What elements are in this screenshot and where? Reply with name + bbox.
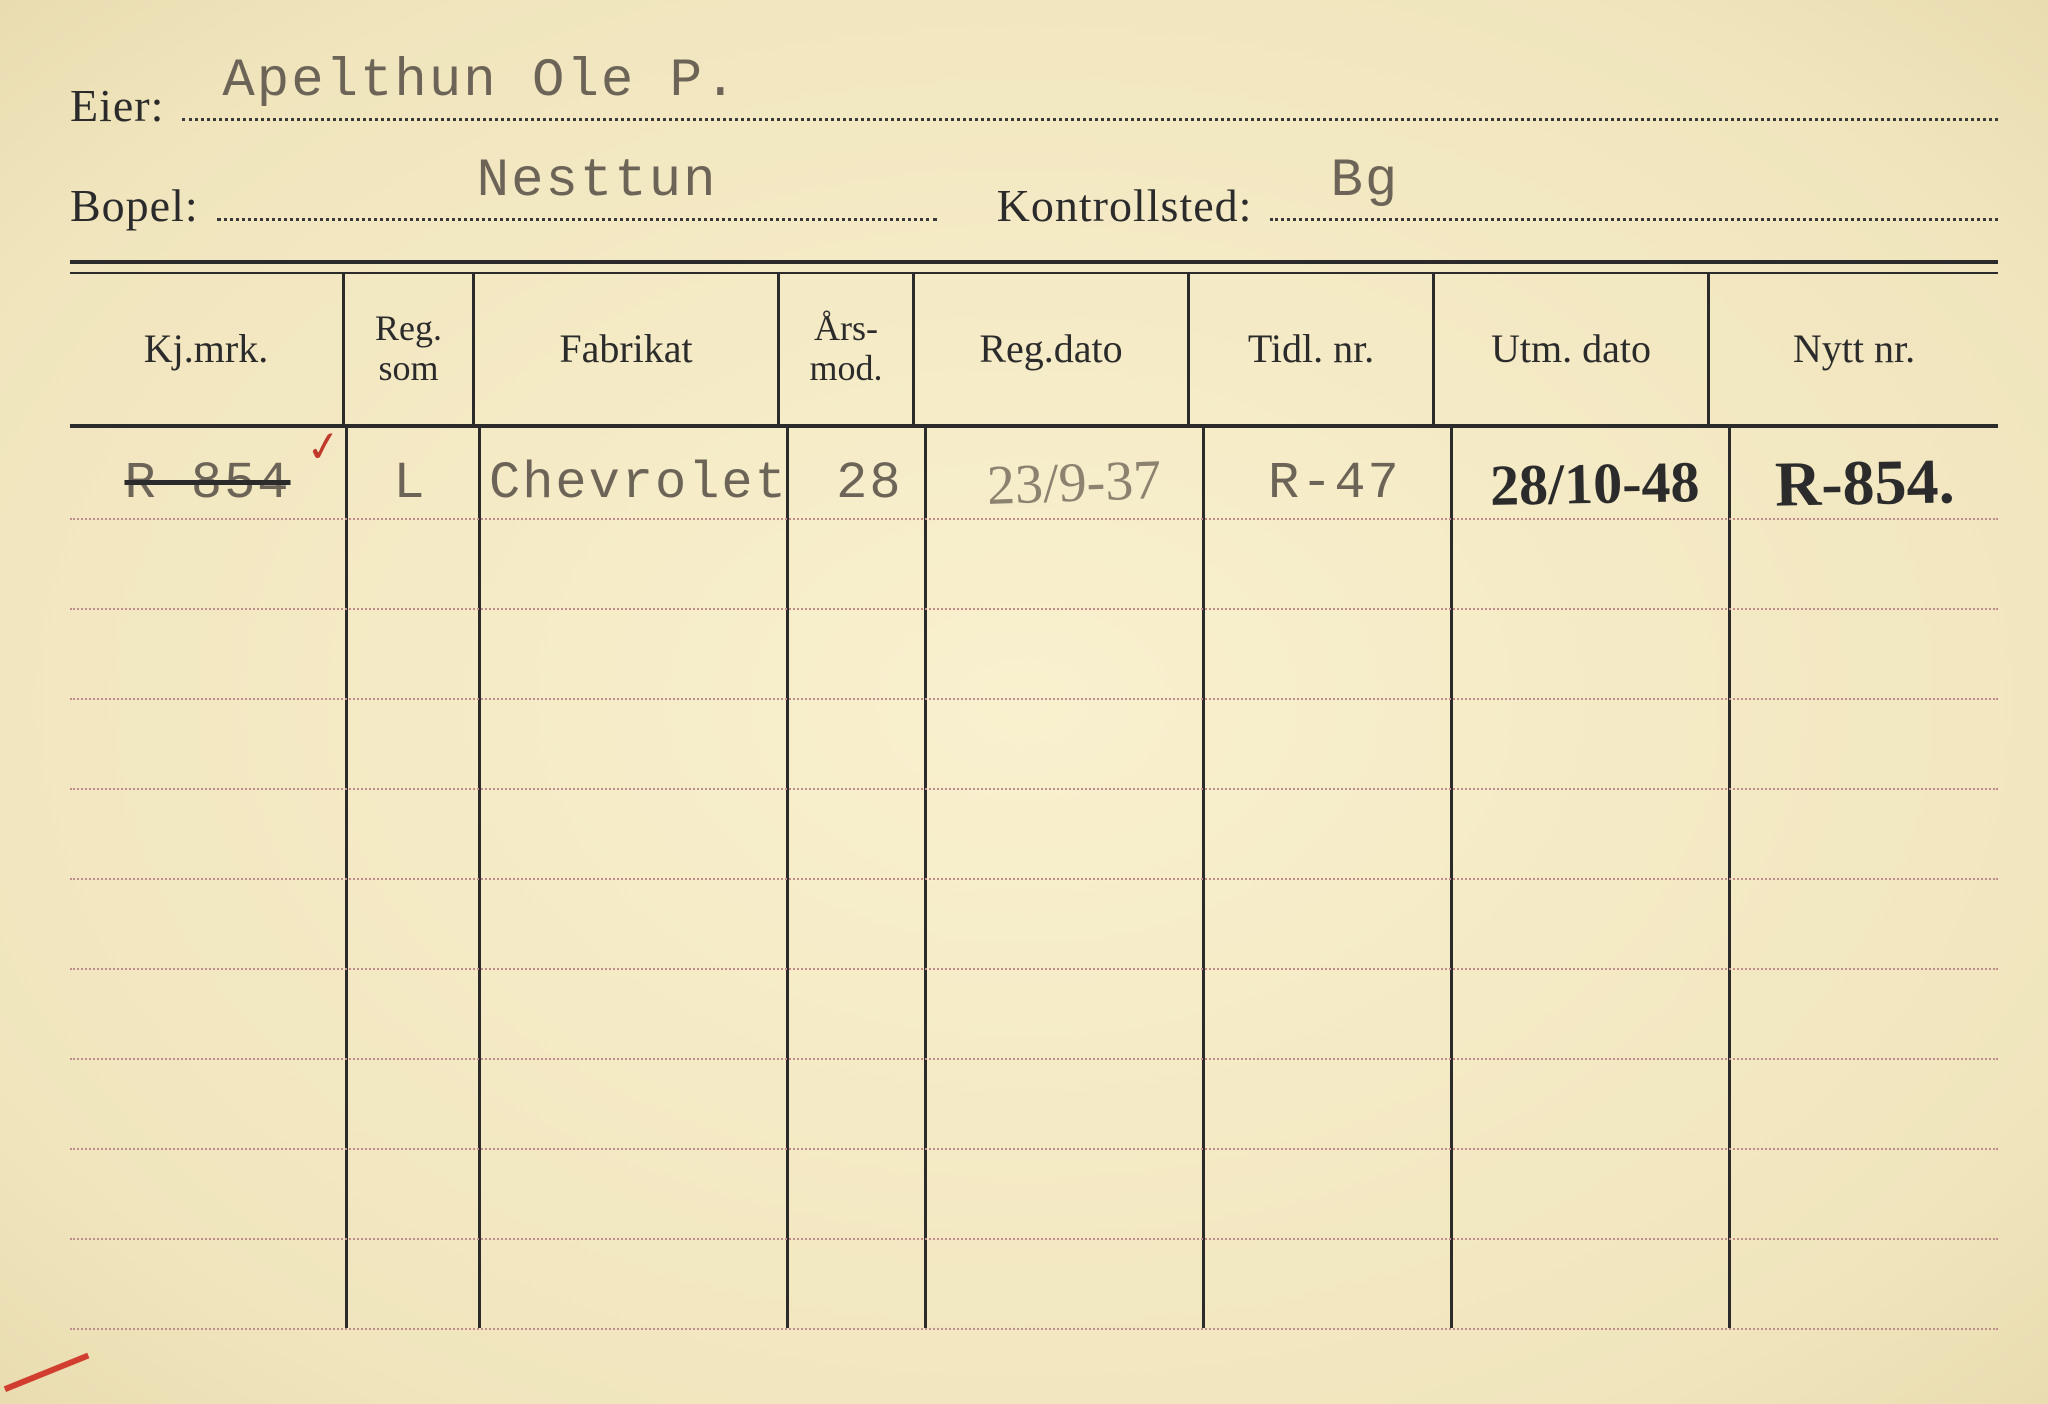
- owner-value: Apelthun Ole P.: [222, 51, 738, 112]
- cell-utmdato: 28/10-48: [1457, 428, 1732, 538]
- cell-nyttnr: R-854.: [1732, 428, 1998, 538]
- table-dotted-lines: [70, 428, 1998, 1328]
- table-header-row: Kj.mrk. Reg. som Fabrikat Års- mod. Reg.…: [70, 274, 1998, 428]
- address-field: Nesttun: [217, 160, 937, 221]
- red-check-mark: ✓: [302, 420, 344, 474]
- control-field: Bg: [1270, 160, 1998, 221]
- registration-card: Eier: Apelthun Ole P. Bopel: Nesttun Kon…: [0, 0, 2048, 1404]
- cell-fabrikat: Chevrolet: [475, 428, 802, 538]
- col-regdato: Reg.dato: [915, 274, 1190, 424]
- cell-regdato: 23/9-37: [937, 428, 1212, 538]
- address-row: Bopel: Nesttun Kontrollsted: Bg: [70, 160, 1998, 232]
- cell-regsom: L: [345, 428, 475, 538]
- col-tidlnr: Tidl. nr.: [1190, 274, 1435, 424]
- cell-kjmrk: R-854 ✓: [70, 428, 345, 538]
- cell-utmdato-value: 28/10-48: [1489, 448, 1700, 519]
- corner-red-mark: [4, 1353, 90, 1392]
- table-body: R-854 ✓ L Chevrolet 28 23/9-37 R-47: [70, 428, 1998, 1328]
- cell-fabrikat-value: Chevrolet: [489, 454, 788, 513]
- owner-row: Eier: Apelthun Ole P.: [70, 60, 1998, 132]
- cell-kjmrk-value: R-854: [124, 454, 290, 513]
- owner-label: Eier:: [70, 79, 164, 132]
- cell-arsmod: 28: [802, 428, 937, 538]
- owner-field: Apelthun Ole P.: [182, 60, 1998, 121]
- col-fabrikat: Fabrikat: [475, 274, 780, 424]
- control-label: Kontrollsted:: [997, 179, 1253, 232]
- table-row: R-854 ✓ L Chevrolet 28 23/9-37 R-47: [70, 428, 1998, 538]
- col-kjmrk: Kj.mrk.: [70, 274, 345, 424]
- vehicle-table: Kj.mrk. Reg. som Fabrikat Års- mod. Reg.…: [70, 260, 1998, 1340]
- cell-regdato-value: 23/9-37: [986, 448, 1162, 518]
- cell-tidlnr: R-47: [1212, 428, 1457, 538]
- col-regsom: Reg. som: [345, 274, 475, 424]
- address-value: Nesttun: [477, 151, 718, 212]
- cell-nyttnr-value: R-854.: [1775, 444, 1956, 521]
- table-top-rule: [70, 260, 1998, 274]
- address-label: Bopel:: [70, 179, 199, 232]
- cell-regsom-value: L: [393, 454, 426, 513]
- col-arsmod: Års- mod.: [780, 274, 915, 424]
- col-nyttnr: Nytt nr.: [1710, 274, 1998, 424]
- control-value: Bg: [1330, 151, 1399, 212]
- cell-tidlnr-value: R-47: [1268, 454, 1401, 513]
- col-utmdato: Utm. dato: [1435, 274, 1710, 424]
- cell-arsmod-value: 28: [836, 454, 902, 513]
